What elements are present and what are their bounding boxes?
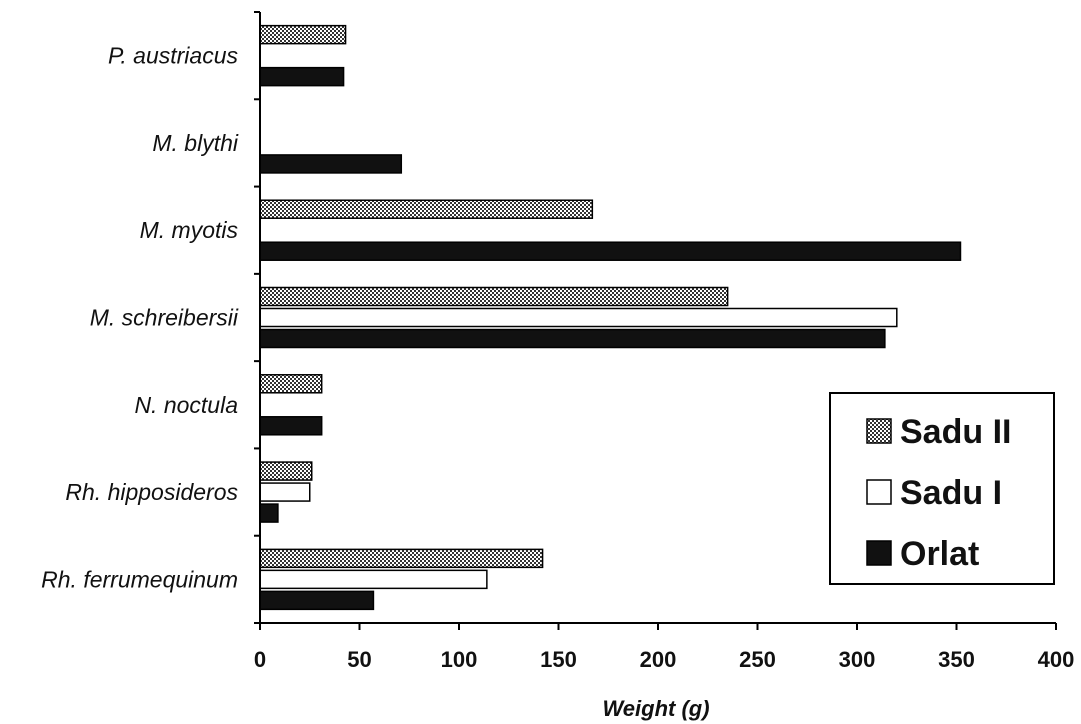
bar-sadu-i-rh-ferrumequinum [259, 569, 488, 590]
legend-swatch-orlat [866, 540, 892, 566]
bar-orlat-p-austriacus [259, 66, 345, 87]
legend-swatch-sadu-i [866, 479, 892, 505]
bar-orlat-rh-hipposideros [259, 503, 279, 523]
category-label: M. myotis [140, 217, 239, 243]
x-tick-label: 350 [938, 647, 975, 672]
bar-sadu-ii-n-noctula [259, 374, 323, 394]
x-tick-label: 300 [839, 647, 876, 672]
bar-sadu-ii-rh-hipposideros [259, 461, 313, 481]
bar-orlat-m-blythi [259, 154, 403, 174]
x-tick-label: 50 [347, 647, 371, 672]
category-label: M. blythi [152, 130, 239, 156]
x-tick-label: 0 [254, 647, 266, 672]
category-label: Rh. ferrumequinum [41, 566, 238, 592]
legend-swatch-sadu-ii [866, 418, 892, 444]
bar-sadu-i-rh-hipposideros [259, 482, 311, 502]
category-label: Rh. hipposideros [65, 479, 238, 505]
bar-sadu-ii-rh-ferrumequinum [259, 548, 544, 569]
bar-orlat-rh-ferrumequinum [259, 590, 375, 611]
x-tick-label: 400 [1038, 647, 1075, 672]
x-tick-label: 100 [441, 647, 478, 672]
axes-layer [254, 11, 1057, 630]
legend-label-orlat: Orlat [900, 535, 979, 573]
bar-sadu-i-m-schreibersii [259, 307, 898, 328]
category-label: N. noctula [134, 392, 238, 418]
labels-layer: P. austriacus M. blythi M. myotis M. schrei… [41, 43, 1074, 672]
x-tick-label: 150 [540, 647, 577, 672]
legend-label-sadu-i: Sadu I [900, 474, 1002, 512]
x-axis-title: Weight (g) [602, 696, 709, 721]
bar-sadu-ii-m-schreibersii [259, 286, 729, 307]
bar-orlat-m-schreibersii [259, 328, 886, 349]
category-label: M. schreibersii [90, 305, 239, 331]
bar-orlat-n-noctula [259, 416, 323, 436]
x-tick-label: 250 [739, 647, 776, 672]
bar-orlat-m-myotis [259, 241, 962, 261]
bar-sadu-ii-p-austriacus [259, 24, 347, 45]
bar-sadu-ii-m-myotis [259, 199, 594, 219]
x-tick-label: 200 [640, 647, 677, 672]
category-label: P. austriacus [108, 43, 238, 69]
legend-label-sadu-ii: Sadu II [900, 413, 1011, 451]
legend: Sadu II Sadu I Orlat [829, 392, 1055, 585]
